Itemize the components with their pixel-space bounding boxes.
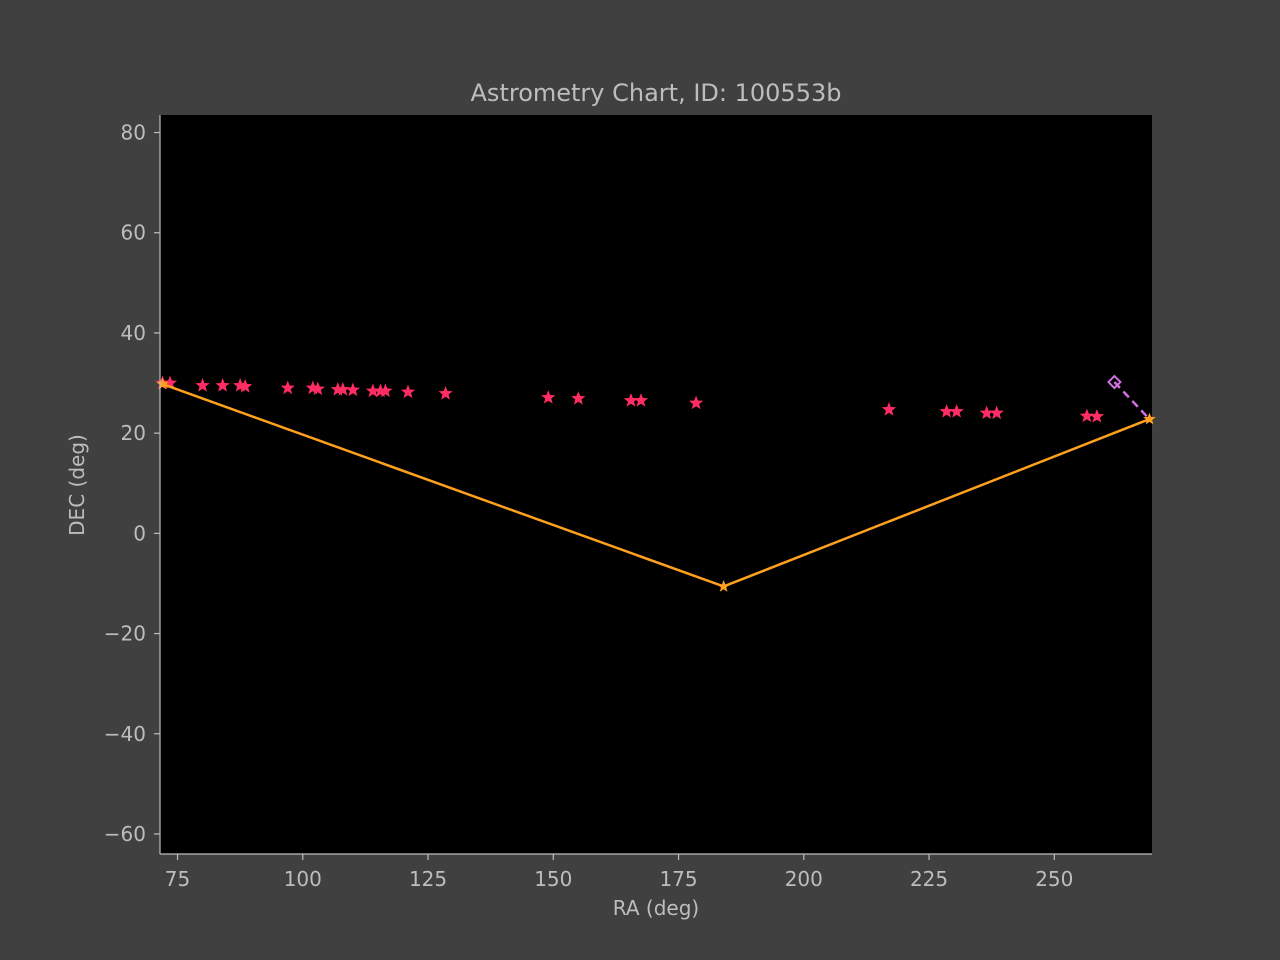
- y-tick-label: 80: [121, 121, 146, 145]
- star-point: [1089, 409, 1105, 423]
- y-tick-label: −60: [104, 822, 146, 846]
- star-point: [623, 393, 639, 407]
- x-tick-label: 250: [1035, 867, 1073, 891]
- star-point: [571, 391, 586, 405]
- star-point: [335, 382, 350, 396]
- star-point: [378, 383, 393, 398]
- trajectory-point: [717, 579, 730, 592]
- star-point: [939, 404, 954, 418]
- chart-title: Astrometry Chart, ID: 100553b: [471, 79, 842, 107]
- star-point: [979, 405, 994, 420]
- y-tick-label: −20: [104, 622, 146, 646]
- projection-diamond: [1107, 374, 1122, 390]
- y-tick-label: −40: [104, 722, 146, 746]
- star-point: [195, 378, 210, 392]
- star-point: [162, 375, 178, 390]
- star-point: [949, 404, 964, 418]
- star-point: [238, 379, 253, 393]
- star-point: [345, 382, 361, 397]
- x-tick-label: 75: [165, 867, 190, 891]
- y-axis-label: DEC (deg): [65, 434, 89, 536]
- trajectory-point: [156, 377, 169, 390]
- x-axis-ticks: 75 100 125 150 175 200 225 250: [165, 854, 1073, 891]
- star-point: [633, 393, 649, 407]
- star-point: [1079, 408, 1094, 423]
- star-point: [881, 402, 897, 416]
- x-tick-label: 175: [659, 867, 697, 891]
- star-point: [688, 395, 704, 410]
- y-tick-label: 0: [133, 521, 146, 545]
- axes-spines: [159, 115, 1152, 855]
- star-point: [215, 378, 230, 392]
- star-point: [310, 381, 325, 396]
- star-point: [438, 386, 453, 400]
- star-point: [541, 390, 556, 404]
- y-tick-label: 40: [121, 321, 146, 345]
- star-point: [365, 383, 381, 398]
- x-tick-label: 125: [409, 867, 447, 891]
- star-point: [989, 405, 1004, 420]
- star-point: [280, 380, 295, 395]
- x-tick-label: 200: [785, 867, 823, 891]
- y-tick-label: 60: [121, 221, 146, 245]
- star-point: [400, 384, 416, 399]
- x-tick-label: 150: [534, 867, 572, 891]
- trajectory-point: [1143, 412, 1156, 425]
- projection-line: [1113, 381, 1151, 420]
- y-axis-ticks: −60 −40 −20 0 20 40 60 80: [104, 121, 160, 846]
- data-marks: [155, 374, 1156, 592]
- x-axis-label: RA (deg): [613, 896, 699, 920]
- plot-area: [160, 115, 1152, 854]
- y-tick-label: 20: [121, 421, 146, 445]
- x-tick-label: 225: [910, 867, 948, 891]
- x-tick-label: 100: [284, 867, 322, 891]
